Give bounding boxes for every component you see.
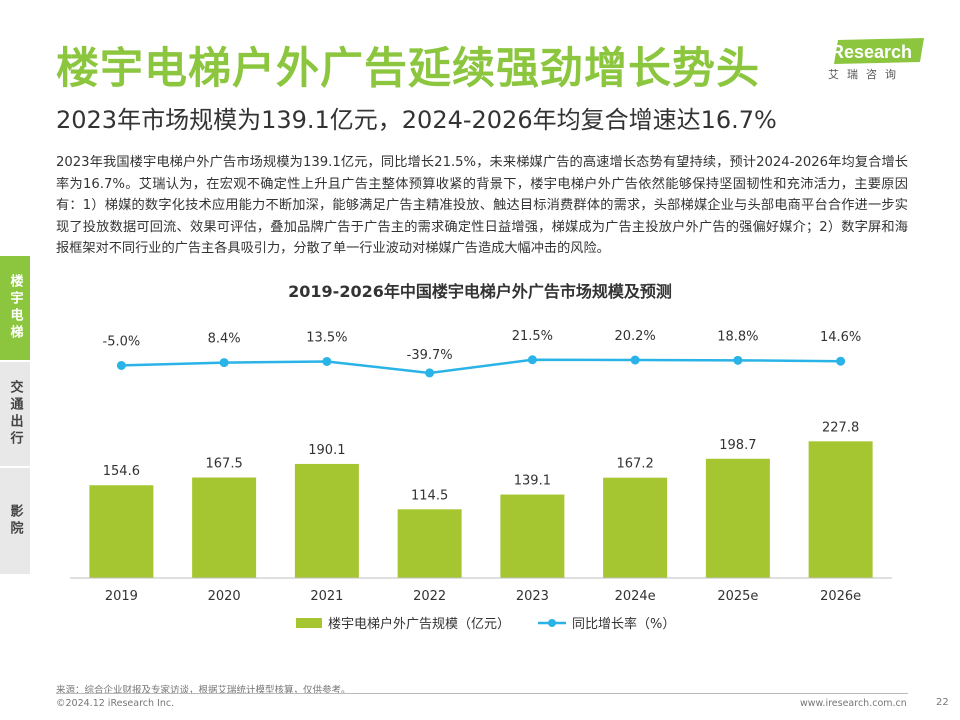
bar-value-label-2021: 190.1 xyxy=(308,443,345,458)
growth-label-2020: 8.4% xyxy=(208,332,241,347)
growth-label-2021: 13.5% xyxy=(306,330,347,345)
x-tick-label-2024e: 2024e xyxy=(615,589,656,604)
bar-value-label-2019: 154.6 xyxy=(103,464,140,479)
growth-label-2022: -39.7% xyxy=(407,348,453,363)
x-tick-label-2022: 2022 xyxy=(413,589,446,604)
growth-label-2026e: 14.6% xyxy=(820,330,861,345)
page-subtitle: 2023年市场规模为139.1亿元，2024-2026年均复合增速达16.7% xyxy=(56,106,777,134)
x-tick-label-2019: 2019 xyxy=(105,589,138,604)
growth-point-2020 xyxy=(219,358,229,368)
logo-tagline: 艾瑞咨询 xyxy=(828,68,904,81)
legend-line-marker xyxy=(548,619,556,627)
market-size-chart: 2019-2026年中国楼宇电梯户外广告市场规模及预测 154.6 167.5 19… xyxy=(70,282,892,632)
source-note: 来源：综合企业财报及专家访谈，根据艾瑞统计模型核算，仅供参考。 xyxy=(56,685,351,696)
bar-2021 xyxy=(294,463,359,578)
logo-text: iResearch xyxy=(826,42,912,62)
body-paragraph: 2023年我国楼宇电梯户外广告市场规模为139.1亿元，同比增长21.5%，未来… xyxy=(56,155,908,256)
bar-2023 xyxy=(500,494,565,578)
x-tick-label-2023: 2023 xyxy=(516,589,549,604)
growth-point-2021 xyxy=(322,356,332,366)
growth-label-2023: 21.5% xyxy=(512,329,553,344)
x-tick-label-2020: 2020 xyxy=(208,589,241,604)
side-tab-elevator[interactable]: 楼宇电梯 xyxy=(0,256,30,360)
growth-point-2024e xyxy=(630,355,640,365)
bar-2019 xyxy=(89,485,154,578)
side-tab-elevator-label: 楼宇电梯 xyxy=(7,274,23,342)
growth-point-2019 xyxy=(116,360,126,370)
bar-value-label-2023: 139.1 xyxy=(514,474,551,489)
bar-2026e xyxy=(808,441,873,578)
x-tick-label-2025e: 2025e xyxy=(717,589,758,604)
page-number: 22 xyxy=(936,697,949,708)
bar-value-label-2026e: 227.8 xyxy=(822,420,859,435)
bar-2025e xyxy=(705,458,770,578)
website-link[interactable]: www.iresearch.com.cn xyxy=(800,698,907,709)
bar-value-label-2025e: 198.7 xyxy=(719,438,756,453)
bar-2022 xyxy=(397,509,462,578)
growth-rate-line xyxy=(121,358,841,375)
bar-value-label-2020: 167.5 xyxy=(206,457,243,472)
copyright-text: ©2024.12 iResearch Inc. xyxy=(56,698,175,709)
bar-2020 xyxy=(192,477,257,578)
iresearch-logo: iResearch xyxy=(826,38,924,64)
side-tab-transport-label: 交通出行 xyxy=(7,380,23,448)
side-tab-cinema[interactable]: 影院 xyxy=(0,468,30,574)
bar-2024e xyxy=(603,477,668,578)
side-tab-cinema-label: 影院 xyxy=(7,504,23,538)
side-tab-transport[interactable]: 交通出行 xyxy=(0,362,30,466)
footer-divider xyxy=(56,693,908,694)
growth-point-2022 xyxy=(425,368,435,378)
bar-value-label-2024e: 167.2 xyxy=(617,457,654,472)
growth-label-2019: -5.0% xyxy=(103,334,141,349)
legend-line-label: 同比增长率（%） xyxy=(572,616,675,632)
growth-point-2025e xyxy=(733,355,743,365)
legend-bar-label: 楼宇电梯户外广告规模（亿元） xyxy=(328,616,510,632)
bar-value-label-2022: 114.5 xyxy=(411,488,448,503)
growth-point-2026e xyxy=(836,356,846,366)
x-tick-label-2021: 2021 xyxy=(310,589,343,604)
growth-label-2025e: 18.8% xyxy=(717,329,758,344)
chart-title: 2019-2026年中国楼宇电梯户外广告市场规模及预测 xyxy=(288,282,672,301)
growth-point-2023 xyxy=(527,355,537,365)
page-title: 楼宇电梯户外广告延续强劲增长势头 xyxy=(56,44,760,94)
growth-label-2024e: 20.2% xyxy=(614,329,655,344)
legend-bar-swatch xyxy=(296,618,322,628)
x-tick-label-2026e: 2026e xyxy=(820,589,861,604)
